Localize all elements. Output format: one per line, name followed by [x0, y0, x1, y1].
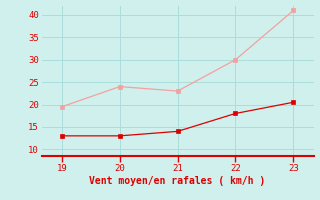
X-axis label: Vent moyen/en rafales ( km/h ): Vent moyen/en rafales ( km/h ) [90, 176, 266, 186]
